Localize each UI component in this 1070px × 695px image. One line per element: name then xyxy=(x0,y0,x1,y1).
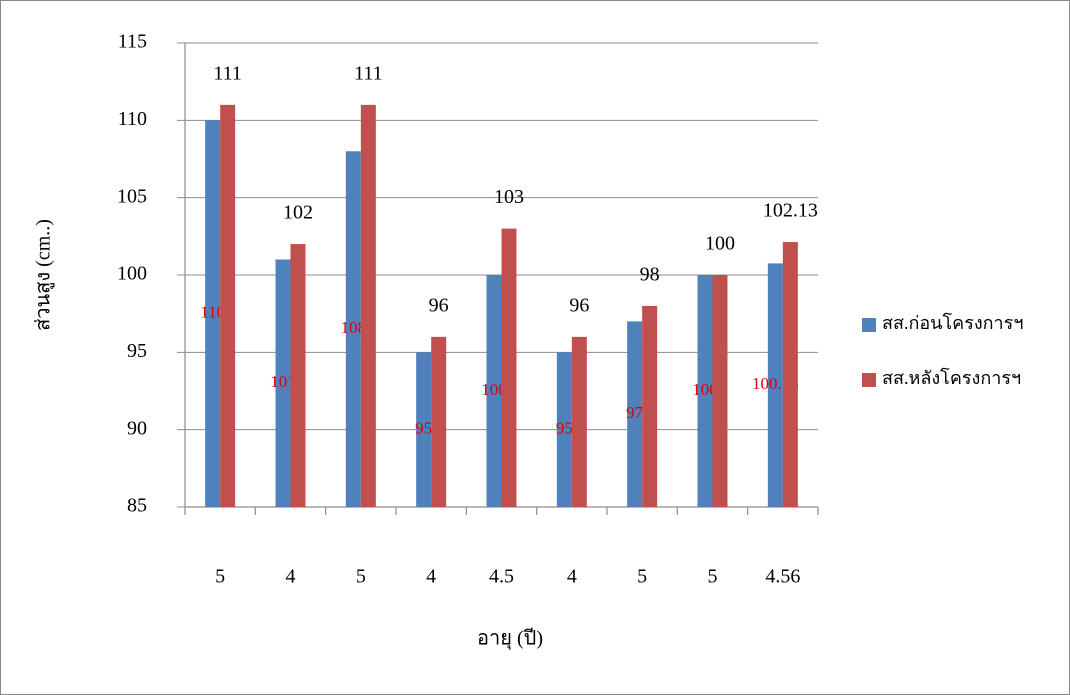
bar xyxy=(783,242,798,507)
bar xyxy=(291,244,306,507)
y-tick-label: 90 xyxy=(127,417,147,439)
bar xyxy=(220,105,235,507)
x-tick-label: 4.56 xyxy=(765,566,800,588)
data-label: 95 xyxy=(556,419,573,438)
legend-label: สส.หลังโครงการฯ xyxy=(882,367,1021,388)
bar xyxy=(642,306,657,507)
bar xyxy=(713,275,728,507)
y-axis-title: ส่วนสูง (cm..) xyxy=(33,219,56,331)
x-tick-label: 5 xyxy=(356,566,366,588)
x-tick-label: 5 xyxy=(637,566,647,588)
y-tick-label: 115 xyxy=(118,31,147,53)
x-tick-label: 5 xyxy=(708,566,718,588)
bar xyxy=(361,105,376,507)
x-tick-label: 5 xyxy=(215,566,225,588)
data-label: 111 xyxy=(354,62,383,84)
y-tick-label: 100 xyxy=(117,263,147,285)
legend-label: สส.ก่อนโครงการฯ xyxy=(882,312,1023,333)
x-tick-label: 4 xyxy=(567,566,577,588)
y-tick-label: 105 xyxy=(117,185,147,207)
data-label: 97 xyxy=(626,403,644,422)
legend-swatch xyxy=(862,318,876,332)
data-label: 103 xyxy=(494,186,524,208)
data-label: 102 xyxy=(283,202,313,224)
x-tick-label: 4.5 xyxy=(489,566,514,588)
chart-border xyxy=(1,1,1070,695)
data-label: 96 xyxy=(569,294,589,316)
y-tick-label: 110 xyxy=(118,108,147,130)
data-label: 102.13 xyxy=(763,200,818,222)
data-label: 95 xyxy=(415,419,432,438)
data-label: 100 xyxy=(705,233,735,255)
data-label: 98 xyxy=(640,264,660,286)
x-tick-label: 4 xyxy=(286,566,296,588)
legend-swatch xyxy=(862,373,876,387)
y-tick-label: 95 xyxy=(127,340,147,362)
data-label: 111 xyxy=(213,62,242,84)
chart: ส่วนสูง (cm..) อายุ (ปี) 85 90 95 100 105 110… xyxy=(0,0,1070,695)
bar xyxy=(431,337,446,507)
x-axis-title: อายุ (ปี) xyxy=(477,628,543,651)
data-label: 96 xyxy=(429,294,449,316)
y-tick-label: 85 xyxy=(127,495,147,517)
x-tick-label: 4 xyxy=(426,566,436,588)
bar xyxy=(572,337,587,507)
bar xyxy=(502,229,517,507)
